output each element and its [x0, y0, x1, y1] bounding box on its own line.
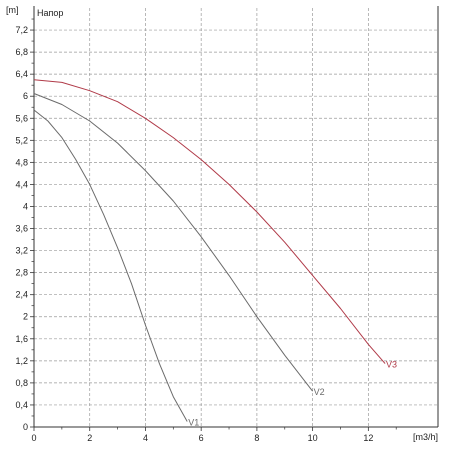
y-tick-label: 5,6 [15, 113, 28, 123]
axes [30, 6, 439, 431]
y-tick-label: 6,8 [15, 47, 28, 57]
series-line-v1 [33, 109, 188, 422]
y-tick-label: 2,8 [15, 268, 28, 278]
series-label-v2: V2 [314, 387, 325, 397]
series-label-v1: V1 [188, 417, 199, 427]
x-tick-label: 6 [199, 433, 204, 443]
y-tick-label: 6,4 [15, 69, 28, 79]
x-tick-label: 10 [308, 433, 318, 443]
y-tick-label: 2,4 [15, 290, 28, 300]
y-tick-label: 1,6 [15, 334, 28, 344]
x-tick-label: 12 [363, 433, 373, 443]
labels: [m] Напор [m3/h] 0 2 4 6 8 10 12 0 0,4 0,8 1,2 1,6 2… [6, 5, 438, 443]
y-tick-label: 0,4 [15, 400, 28, 410]
x-tick-label: 2 [87, 433, 92, 443]
y-tick-label: 1,2 [15, 356, 28, 366]
grid [34, 8, 438, 427]
series-lines [33, 79, 386, 422]
y-tick-label: 0 [23, 422, 28, 432]
y-tick-label: 7,2 [15, 25, 28, 35]
x-tick-label: 4 [143, 433, 148, 443]
series-label-v3: V3 [386, 360, 397, 370]
y-tick-label: 2 [23, 312, 28, 322]
y-tick-label: 4 [23, 201, 28, 211]
y-tick-label: 6 [23, 91, 28, 101]
y-tick-label: 5,2 [15, 135, 28, 145]
series-line-v3 [33, 79, 386, 364]
x-tick-label: 8 [254, 433, 259, 443]
x-axis-unit: [m3/h] [413, 432, 438, 442]
y-tick-label: 3,2 [15, 246, 28, 256]
chart-title: Напор [37, 8, 63, 18]
series-line-v2 [33, 93, 313, 392]
x-tick-label: 0 [31, 433, 36, 443]
y-tick-label: 4,4 [15, 179, 28, 189]
y-axis-unit: [m] [6, 5, 19, 15]
y-tick-label: 0,8 [15, 378, 28, 388]
y-tick-label: 3,6 [15, 224, 28, 234]
y-tick-label: 4,8 [15, 157, 28, 167]
